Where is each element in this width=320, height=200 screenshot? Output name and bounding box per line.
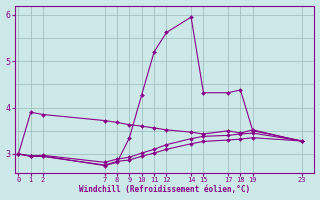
X-axis label: Windchill (Refroidissement éolien,°C): Windchill (Refroidissement éolien,°C) (79, 185, 250, 194)
